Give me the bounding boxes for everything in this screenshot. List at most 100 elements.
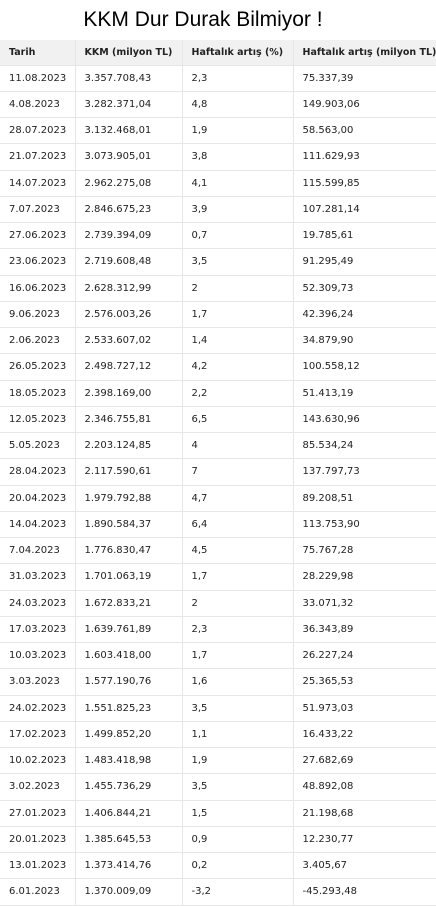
table-row: 14.04.2023 1.890.584,37 6,4 113.753,90 — [0, 511, 436, 539]
table-cell: 33.071,32 — [293, 590, 436, 617]
table-row: 20.01.2023 1.385.645,53 0,9 12.230,77 — [0, 826, 436, 854]
table-row: 17.02.2023 1.499.852,20 1,1 16.433,22 — [0, 721, 436, 749]
table-cell: 48.892,08 — [293, 773, 436, 801]
table-cell: 3.405,67 — [293, 852, 436, 880]
table-cell: 2 — [182, 590, 294, 617]
table-row: 4.08.2023 3.282.371,04 4,8 149.903,06 — [0, 91, 436, 119]
table-cell: 1.639.761,89 — [75, 616, 183, 644]
table-body: 11.08.2023 3.357.708,43 2,3 75.337,39 4.08.2… — [0, 65, 436, 906]
table-row: 26.05.2023 2.498.727,12 4,2 100.558,12 — [0, 353, 436, 381]
table-cell: 16.06.2023 — [0, 275, 76, 302]
table-cell: 1,7 — [182, 301, 294, 329]
table-cell: 31.03.2023 — [0, 563, 76, 591]
table-cell: 16.433,22 — [293, 721, 436, 749]
table-cell: 111.629,93 — [293, 143, 436, 171]
table-cell: 2.06.2023 — [0, 327, 76, 355]
table-cell: 1,5 — [182, 800, 294, 827]
table-cell: 1.385.645,53 — [75, 826, 183, 854]
table-cell: 51.973,03 — [293, 695, 436, 722]
header-cell: Haftalık artış (%) — [182, 40, 294, 66]
title: KKM Dur Durak Bilmiyor ! — [83, 8, 323, 31]
table-cell: 3.02.2023 — [0, 773, 76, 801]
table-cell: 2,2 — [182, 380, 294, 407]
table-row: 9.06.2023 2.576.003,26 1,7 42.396,24 — [0, 301, 436, 329]
table-row: 28.04.2023 2.117.590,61 7 137.797,73 — [0, 458, 436, 486]
table-cell: 19.785,61 — [293, 222, 436, 250]
table-row: 17.03.2023 1.639.761,89 2,3 36.343,89 — [0, 616, 436, 644]
table-cell: 10.03.2023 — [0, 642, 76, 670]
table-cell: 1,4 — [182, 327, 294, 355]
table-cell: 25.365,53 — [293, 668, 436, 696]
table-cell: -3,2 — [182, 878, 294, 906]
table-row: 13.01.2023 1.373.414,76 0,2 3.405,67 — [0, 852, 436, 880]
table-row: 23.06.2023 2.719.608,48 3,5 91.295,49 — [0, 248, 436, 276]
table-cell: 1.672.833,21 — [75, 590, 183, 617]
table-row: 11.08.2023 3.357.708,43 2,3 75.337,39 — [0, 65, 436, 92]
table-cell: 1.499.852,20 — [75, 721, 183, 749]
table-cell: 12.230,77 — [293, 826, 436, 854]
table-cell: 1,7 — [182, 642, 294, 670]
table-cell: 6,5 — [182, 406, 294, 434]
table-cell: -45.293,48 — [293, 878, 436, 906]
table-row: 3.03.2023 1.577.190,76 1,6 25.365,53 — [0, 668, 436, 696]
table-cell: 1.701.063,19 — [75, 563, 183, 591]
table-cell: 115.599,85 — [293, 170, 436, 197]
table-cell: 1.370.009,09 — [75, 878, 183, 906]
table-row: 7.07.2023 2.846.675,23 3,9 107.281,14 — [0, 196, 436, 224]
table-row: 27.01.2023 1.406.844,21 1,5 21.198,68 — [0, 800, 436, 827]
table-cell: 3,5 — [182, 248, 294, 276]
header-cell: Tarih — [0, 40, 76, 66]
table-cell: 1,9 — [182, 117, 294, 145]
table-cell: 3,5 — [182, 773, 294, 801]
table-cell: 137.797,73 — [293, 458, 436, 486]
table-cell: 143.630,96 — [293, 406, 436, 434]
table-cell: 89.208,51 — [293, 485, 436, 512]
table-row: 21.07.2023 3.073.905,01 3,8 111.629,93 — [0, 143, 436, 171]
table-cell: 149.903,06 — [293, 91, 436, 119]
table-cell: 21.07.2023 — [0, 143, 76, 171]
table-cell: 26.05.2023 — [0, 353, 76, 381]
table-cell: 23.06.2023 — [0, 248, 76, 276]
table-cell: 3,9 — [182, 196, 294, 224]
table-cell: 75.337,39 — [293, 65, 436, 92]
table-cell: 27.01.2023 — [0, 800, 76, 827]
table-row: 10.02.2023 1.483.418,98 1,9 27.682,69 — [0, 747, 436, 775]
table-cell: 1.979.792,88 — [75, 485, 183, 512]
table-cell: 1.551.825,23 — [75, 695, 183, 722]
table-cell: 58.563,00 — [293, 117, 436, 145]
table-cell: 91.295,49 — [293, 248, 436, 276]
table-cell: 28.07.2023 — [0, 117, 76, 145]
table-row: 20.04.2023 1.979.792,88 4,7 89.208,51 — [0, 485, 436, 512]
table-cell: 2.628.312,99 — [75, 275, 183, 302]
table-cell: 28.04.2023 — [0, 458, 76, 486]
table-cell: 24.03.2023 — [0, 590, 76, 617]
table-cell: 2.576.003,26 — [75, 301, 183, 329]
table-row: 12.05.2023 2.346.755,81 6,5 143.630,96 — [0, 406, 436, 434]
table-cell: 27.06.2023 — [0, 222, 76, 250]
table-cell: 6,4 — [182, 511, 294, 539]
table-cell: 11.08.2023 — [0, 65, 76, 92]
table-cell: 2.533.607,02 — [75, 327, 183, 355]
table-cell: 2 — [182, 275, 294, 302]
table-cell: 34.879,90 — [293, 327, 436, 355]
table-cell: 2.346.755,81 — [75, 406, 183, 434]
data-table: Tarih KKM (milyon TL) Haftalık artış (%) Ha… — [0, 40, 436, 906]
table-cell: 18.05.2023 — [0, 380, 76, 407]
table-cell: 17.02.2023 — [0, 721, 76, 749]
table-cell: 4 — [182, 432, 294, 460]
table-cell: 2.117.590,61 — [75, 458, 183, 486]
table-cell: 1.890.584,37 — [75, 511, 183, 539]
table-cell: 4,7 — [182, 485, 294, 512]
table-cell: 2.962.275,08 — [75, 170, 183, 197]
table-cell: 3.282.371,04 — [75, 91, 183, 119]
table-cell: 24.02.2023 — [0, 695, 76, 722]
table-row: 3.02.2023 1.455.736,29 3,5 48.892,08 — [0, 773, 436, 801]
table-cell: 113.753,90 — [293, 511, 436, 539]
table-cell: 17.03.2023 — [0, 616, 76, 644]
table-cell: 1,9 — [182, 747, 294, 775]
table-cell: 2.739.394,09 — [75, 222, 183, 250]
table-cell: 5.05.2023 — [0, 432, 76, 460]
header-cell: Haftalık artış (milyon TL) — [293, 40, 436, 66]
table-cell: 52.309,73 — [293, 275, 436, 302]
table-cell: 2.846.675,23 — [75, 196, 183, 224]
